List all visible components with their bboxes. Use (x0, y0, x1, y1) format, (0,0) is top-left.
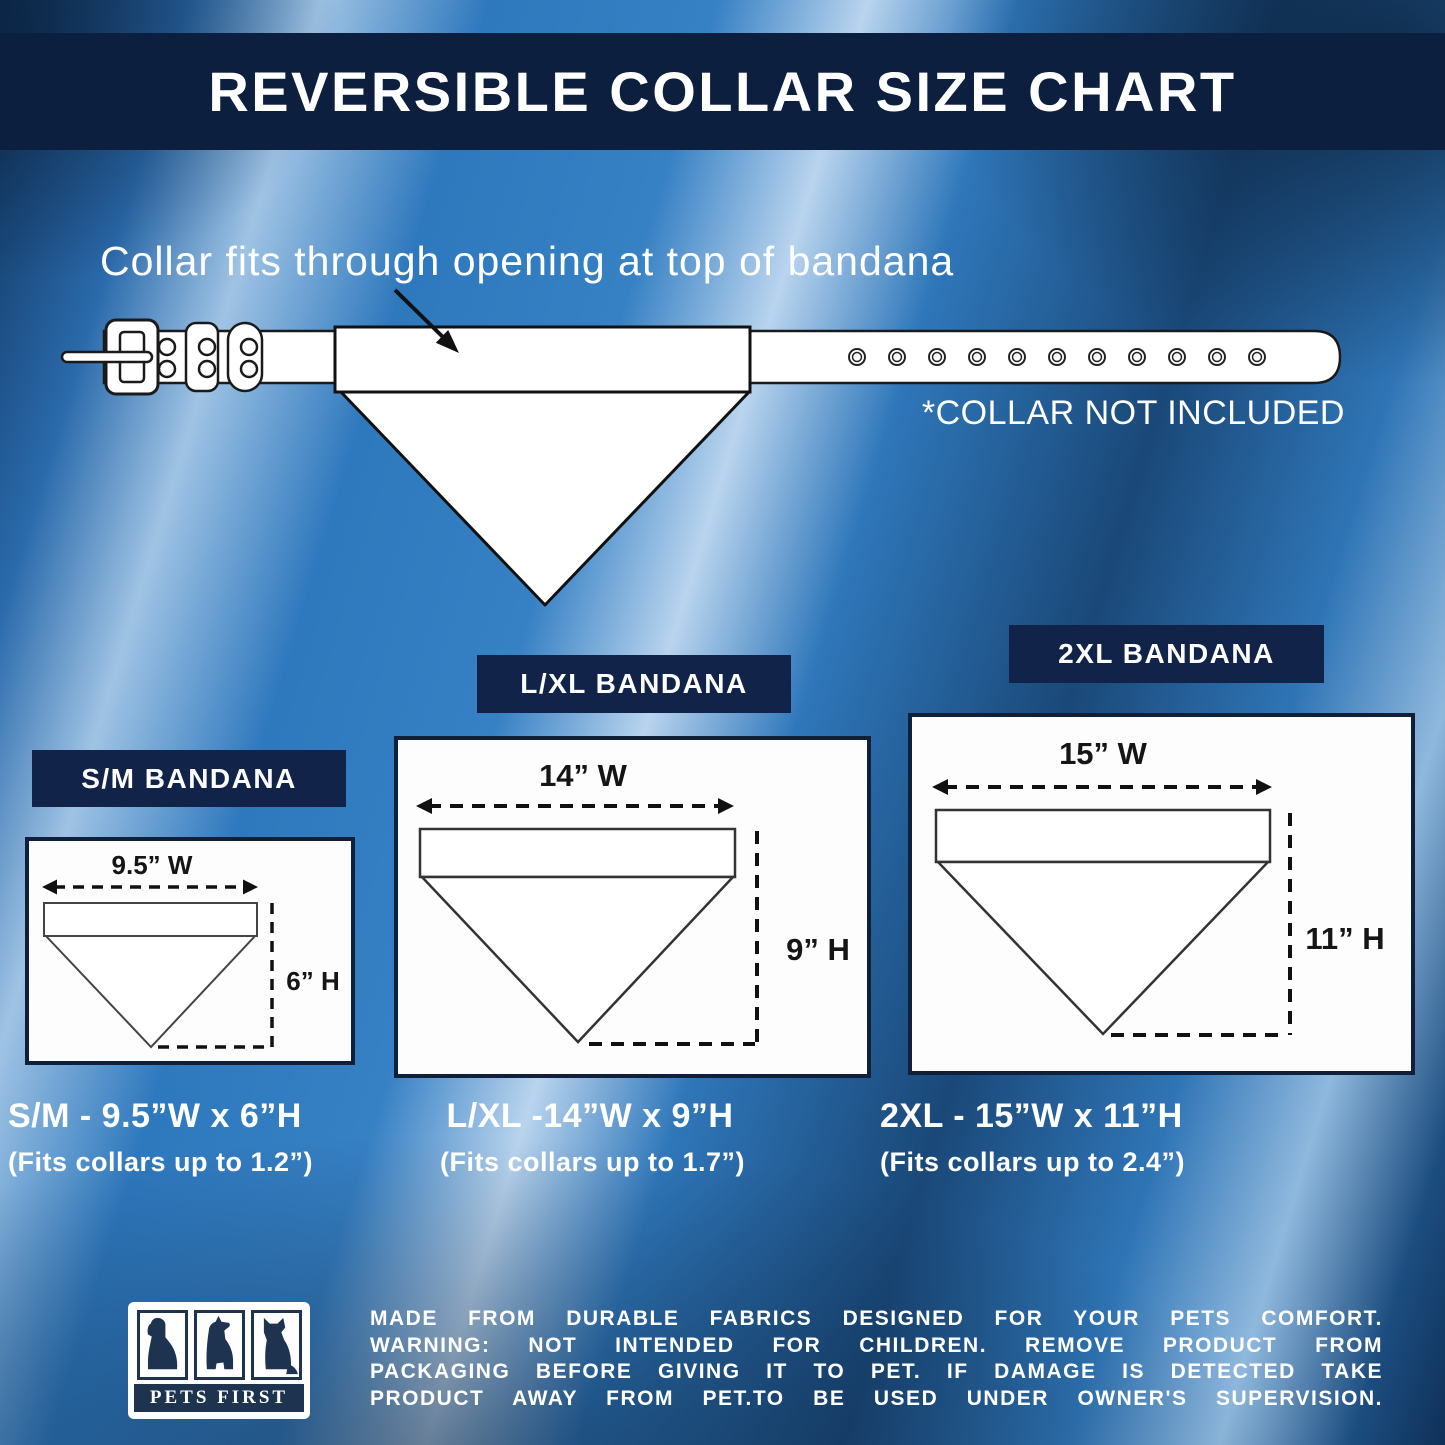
buckle-slot (118, 330, 146, 384)
2xl-width-label: 15” W (1059, 736, 1147, 771)
collar-strap (102, 329, 1342, 385)
2xl-height-label: 11” H (1305, 921, 1385, 956)
dog-silhouette-3-icon (263, 1317, 298, 1375)
keeper-loop-2 (226, 321, 264, 393)
sm-height-label: 6” H (286, 966, 340, 996)
logo-dog-frames (134, 1310, 304, 1380)
strap-eyelets (848, 348, 1266, 366)
buckle-prong (60, 350, 154, 364)
sm-caption: S/M - 9.5”W x 6”H (8, 1097, 302, 1135)
footer-line-3: PACKAGING BEFORE GIVING IT TO PET. IF DA… (370, 1360, 1383, 1383)
lxl-size-label: L/XL BANDANA (477, 655, 791, 713)
footer-line-1: MADE FROM DURABLE FABRICS DESIGNED FOR Y… (370, 1307, 1383, 1330)
collar-not-included-note: *COLLAR NOT INCLUDED (921, 394, 1345, 432)
footer-line-2: WARNING: NOT INTENDED FOR CHILDREN. REMO… (370, 1333, 1383, 1357)
buckle-frame (104, 318, 160, 396)
dog-silhouette-1-icon (147, 1317, 177, 1370)
sm-width-label: 9.5” W (111, 850, 193, 880)
page-title: REVERSIBLE COLLAR SIZE CHART (208, 60, 1237, 123)
keeper-loop-1 (184, 321, 220, 393)
sm-fits: (Fits collars up to 1.2”) (8, 1147, 314, 1177)
dog-silhouette-frame-1 (136, 1310, 188, 1380)
dog-silhouette-frame-2 (193, 1310, 245, 1380)
bandana-band (333, 325, 752, 394)
pets-first-logo: PETS FIRST (128, 1302, 310, 1419)
lxl-width-label: 14” W (539, 758, 627, 793)
footer-warning-text: MADE FROM DURABLE FABRICS DESIGNED FOR Y… (370, 1306, 1383, 1412)
pointer-arrow (393, 288, 459, 353)
2xl-fits: (Fits collars up to 2.4”) (880, 1147, 1186, 1177)
collar-caption: Collar fits through opening at top of ba… (100, 238, 955, 284)
dog-silhouette-frame-3 (250, 1310, 302, 1380)
buckle-holes (157, 337, 259, 379)
footer-line-4: PRODUCT AWAY FROM PET.TO BE USED UNDER O… (370, 1386, 1383, 1410)
bandana-triangle (339, 390, 751, 607)
2xl-caption: 2XL - 15”W x 11”H (880, 1097, 1183, 1135)
header-bar: REVERSIBLE COLLAR SIZE CHART (0, 33, 1445, 150)
sm-size-label: S/M BANDANA (32, 750, 346, 807)
collar-illustration (60, 288, 1342, 607)
lxl-height-label: 9” H (786, 932, 850, 967)
2xl-size-label: 2XL BANDANA (1009, 625, 1324, 683)
lxl-fits: (Fits collars up to 1.7”) (440, 1147, 746, 1177)
logo-brand-text: PETS FIRST (149, 1387, 289, 1408)
logo-name-bar: PETS FIRST (134, 1384, 304, 1412)
lxl-caption: L/XL -14”W x 9”H (446, 1097, 734, 1135)
dog-silhouette-2-icon (206, 1315, 233, 1370)
